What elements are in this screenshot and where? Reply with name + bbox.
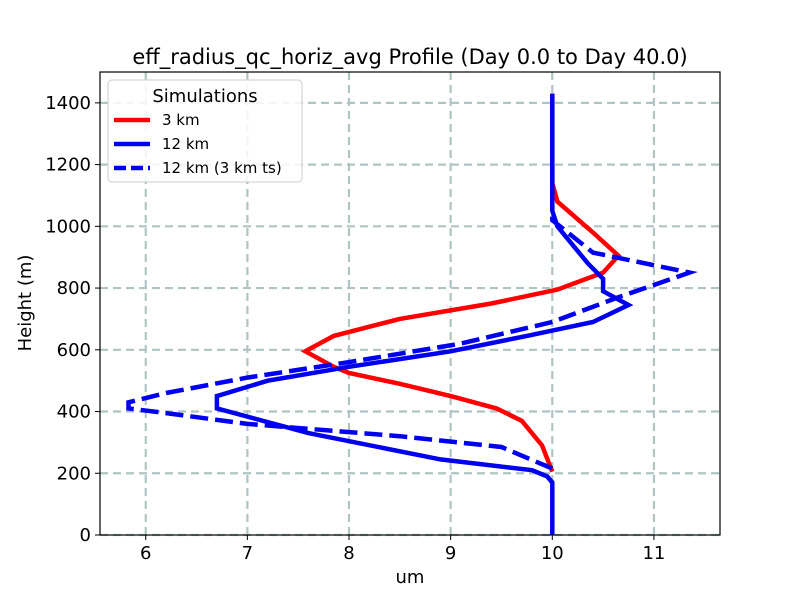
x-axis-label: um (396, 567, 425, 588)
y-tick-label: 800 (57, 278, 91, 299)
y-axis-label: Height (m) (15, 255, 36, 352)
y-tick-label: 600 (57, 340, 91, 361)
legend-box (107, 79, 303, 183)
ticks: 6 7 8 9 10 11 0 200 400 600 800 1000 1200 1400 (45, 93, 665, 564)
series-line-12-km (214, 93, 634, 535)
x-tick-label: 11 (642, 543, 665, 564)
legend-entries: 3 km 12 km 12 km (3 km ts) (114, 111, 282, 177)
x-tick-label: 9 (445, 543, 456, 564)
legend: Simulations 3 km 12 km 12 km (3 km ts) (107, 79, 303, 183)
y-tick-label: 0 (80, 525, 91, 546)
y-tick-label: 1400 (45, 93, 91, 114)
y-tick-label: 400 (57, 402, 91, 423)
y-tick-label: 1200 (45, 155, 91, 176)
legend-label: 12 km (3 km ts) (162, 159, 282, 177)
y-tick-label: 200 (57, 463, 91, 484)
series-line-12-km-3-km-ts- (126, 164, 698, 471)
legend-label: 3 km (162, 111, 200, 129)
x-tick-label: 10 (541, 543, 564, 564)
x-tick-label: 6 (140, 543, 151, 564)
chart-title: eff_radius_qc_horiz_avg Profile (Day 0.0… (132, 45, 687, 70)
series-line-3-km (300, 93, 622, 473)
series-layer (126, 93, 698, 535)
y-tick-label: 1000 (45, 216, 91, 237)
legend-title: Simulations (152, 86, 257, 107)
plot-frame (99, 71, 721, 536)
legend-label: 12 km (162, 135, 209, 153)
x-tick-label: 7 (242, 543, 253, 564)
x-tick-label: 8 (343, 543, 354, 564)
